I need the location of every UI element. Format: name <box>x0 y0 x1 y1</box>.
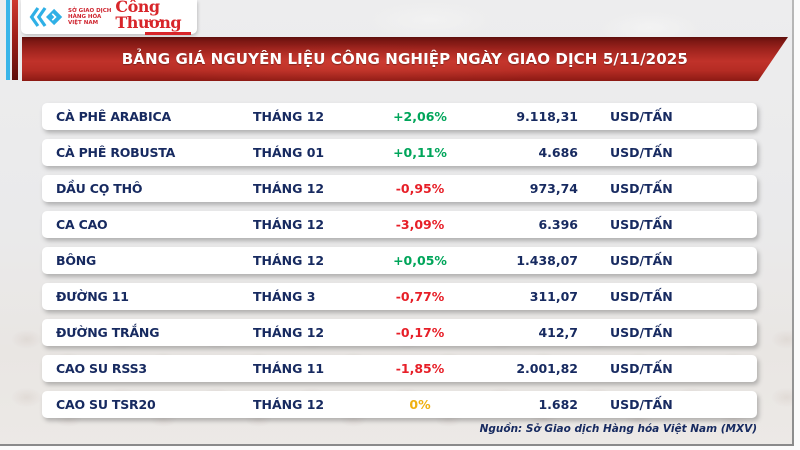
price-value: 973,74 <box>529 181 578 196</box>
title-banner: BẢNG GIÁ NGUYÊN LIỆU CÔNG NGHIỆP NGÀY GI… <box>22 37 788 81</box>
price-unit: USD/TẤN <box>610 397 673 412</box>
change-percent: -0,77% <box>395 289 445 304</box>
table-row: ĐƯỜNG 11 THÁNG 3 -0,77% 311,07 USD/TẤN <box>42 283 757 310</box>
price-value: 2.001,82 <box>516 361 578 376</box>
right-frame-line <box>792 0 794 446</box>
table-row: CÀ PHÊ ROBUSTA THÁNG 01 +0,11% 4.686 USD… <box>42 139 757 166</box>
price-unit: USD/TẤN <box>610 361 673 376</box>
congthuong-logo: Công Thương <box>115 0 191 35</box>
table-row: CAO SU TSR20 THÁNG 12 0% 1.682 USD/TẤN <box>42 391 757 418</box>
contract-month: THÁNG 01 <box>253 145 325 160</box>
price-value: 1.438,07 <box>516 253 578 268</box>
right-margin <box>794 0 800 450</box>
change-percent: +0,11% <box>393 145 447 160</box>
commodity-name: BÔNG <box>56 253 97 268</box>
logo-box: SỞ GIAO DỊCH HÀNG HÓA VIỆT NAM Công Thươ… <box>21 0 197 35</box>
contract-month: THÁNG 12 <box>253 181 325 196</box>
commodity-name: ĐƯỜNG TRẮNG <box>56 325 160 340</box>
contract-month: THÁNG 3 <box>253 289 316 304</box>
price-unit: USD/TẤN <box>610 145 673 160</box>
change-percent: +2,06% <box>393 109 447 124</box>
price-unit: USD/TẤN <box>610 253 673 268</box>
change-percent: -1,85% <box>395 361 445 376</box>
table-row: CÀ PHÊ ARABICA THÁNG 12 +2,06% 9.118,31 … <box>42 103 757 130</box>
price-unit: USD/TẤN <box>610 217 673 232</box>
page-title: BẢNG GIÁ NGUYÊN LIỆU CÔNG NGHIỆP NGÀY GI… <box>121 50 689 68</box>
price-value: 6.396 <box>538 217 578 232</box>
mxv-logo-text: SỞ GIAO DỊCH HÀNG HÓA VIỆT NAM <box>68 7 112 27</box>
source-note: Nguồn: Sở Giao dịch Hàng hóa Việt Nam (M… <box>479 423 757 435</box>
contract-month: THÁNG 12 <box>253 325 325 340</box>
left-accent-stripe-cyan <box>6 0 10 80</box>
commodity-name: CAO SU TSR20 <box>56 397 156 412</box>
table-row: ĐƯỜNG TRẮNG THÁNG 12 -0,17% 412,7 USD/TẤ… <box>42 319 757 346</box>
contract-month: THÁNG 12 <box>253 397 325 412</box>
price-value: 1.682 <box>538 397 578 412</box>
price-unit: USD/TẤN <box>610 325 673 340</box>
contract-month: THÁNG 12 <box>253 253 325 268</box>
price-value: 4.686 <box>538 145 578 160</box>
price-value: 412,7 <box>538 325 578 340</box>
price-unit: USD/TẤN <box>610 109 673 124</box>
table-row: CAO SU RSS3 THÁNG 11 -1,85% 2.001,82 USD… <box>42 355 757 382</box>
change-percent: -0,17% <box>395 325 445 340</box>
contract-month: THÁNG 12 <box>253 109 325 124</box>
commodity-name: CA CAO <box>56 217 108 232</box>
price-value: 9.118,31 <box>516 109 578 124</box>
price-unit: USD/TẤN <box>610 181 673 196</box>
bottom-frame-line <box>0 444 794 446</box>
price-table: CÀ PHÊ ARABICA THÁNG 12 +2,06% 9.118,31 … <box>42 103 757 418</box>
commodity-name: CÀ PHÊ ROBUSTA <box>56 145 176 160</box>
change-percent: +0,05% <box>393 253 447 268</box>
contract-month: THÁNG 12 <box>253 217 325 232</box>
table-row: CA CAO THÁNG 12 -3,09% 6.396 USD/TẤN <box>42 211 757 238</box>
mxv-logo-icon <box>28 5 64 29</box>
congthuong-underline <box>145 32 191 35</box>
commodity-name: CÀ PHÊ ARABICA <box>56 109 171 124</box>
change-percent: 0% <box>409 397 431 412</box>
contract-month: THÁNG 11 <box>253 361 325 376</box>
commodity-name: CAO SU RSS3 <box>56 361 147 376</box>
commodity-name: DẦU CỌ THÔ <box>56 181 143 196</box>
price-value: 311,07 <box>529 289 578 304</box>
table-row: DẦU CỌ THÔ THÁNG 12 -0,95% 973,74 USD/TẤ… <box>42 175 757 202</box>
bottom-margin <box>0 446 800 450</box>
left-accent-stripe-red <box>12 0 18 80</box>
table-row: BÔNG THÁNG 12 +0,05% 1.438,07 USD/TẤN <box>42 247 757 274</box>
change-percent: -0,95% <box>395 181 445 196</box>
commodity-name: ĐƯỜNG 11 <box>56 289 129 304</box>
change-percent: -3,09% <box>395 217 445 232</box>
price-unit: USD/TẤN <box>610 289 673 304</box>
